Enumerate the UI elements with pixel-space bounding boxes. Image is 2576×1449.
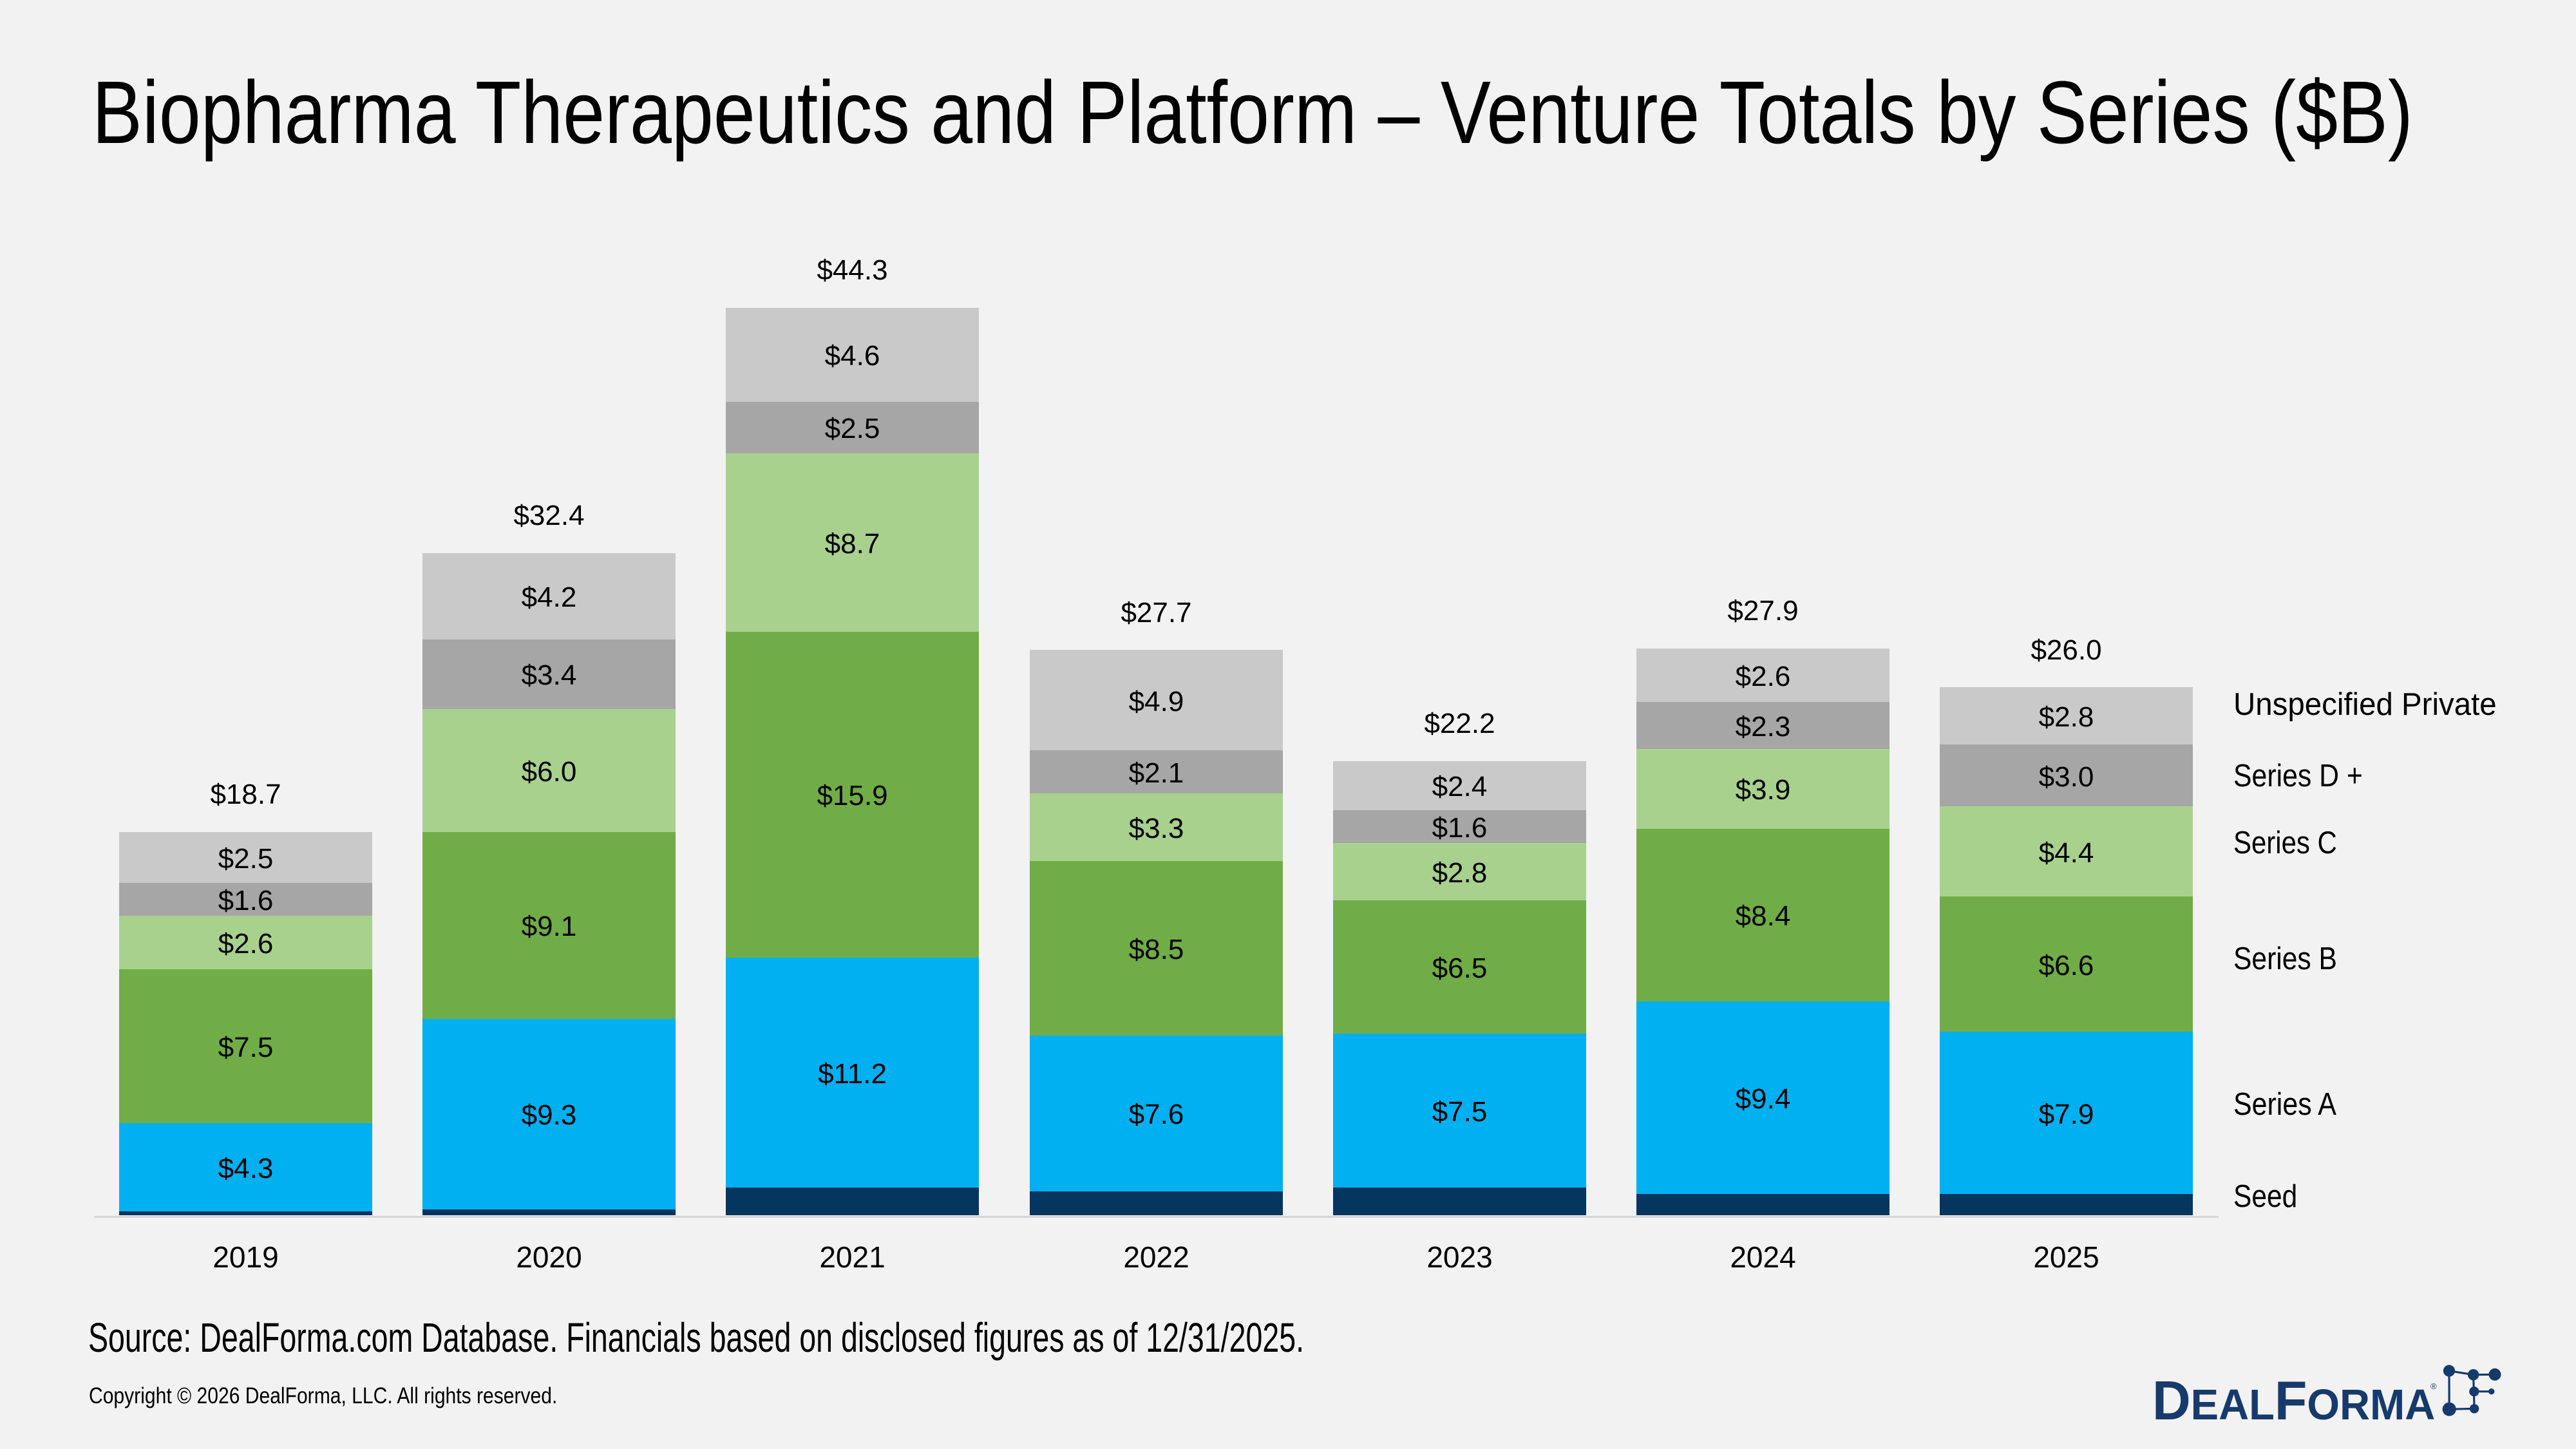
svg-text:®: ® — [2430, 1381, 2437, 1391]
svg-text:O: O — [2307, 1380, 2340, 1428]
svg-text:L: L — [2249, 1380, 2275, 1428]
svg-text:D: D — [2152, 1370, 2191, 1431]
svg-text:M: M — [2370, 1380, 2405, 1428]
svg-text:A: A — [2219, 1380, 2249, 1428]
svg-text:A: A — [2405, 1380, 2435, 1428]
svg-text:E: E — [2191, 1380, 2219, 1428]
svg-text:R: R — [2340, 1380, 2370, 1428]
svg-text:F: F — [2275, 1370, 2307, 1431]
